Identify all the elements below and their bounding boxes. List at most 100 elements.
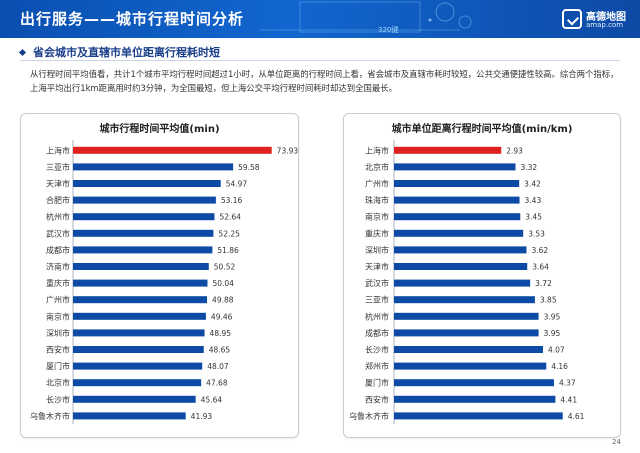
category-label: 西安市 [46,345,70,355]
value-label: 54.97 [226,180,248,189]
value-label: 50.04 [212,279,234,288]
category-label: 厦门市 [46,361,70,371]
bar [73,395,196,403]
amap-logo-icon [562,9,582,29]
bar [394,246,527,254]
category-label: 三亚市 [46,162,70,172]
value-label: 4.37 [559,379,576,388]
bar [394,395,556,403]
category-label: 北京市 [365,162,389,172]
category-label: 成都市 [46,245,70,255]
category-label: 广州市 [365,179,389,189]
value-label: 3.32 [521,163,538,172]
category-label: 南京市 [46,311,70,321]
category-label: 郑州市 [365,361,389,371]
category-label: 合肥市 [46,195,70,205]
category-label: 杭州市 [365,311,389,321]
value-label: 53.16 [221,196,243,205]
value-label: 3.53 [528,229,545,238]
category-label: 广州市 [46,295,70,305]
value-label: 3.43 [525,196,542,205]
intro-paragraph: 从行程时间平均值看，共计1个城市平均行程时间超过1小时，从单位距离的行程时间上看… [30,69,619,93]
category-label: 武汉市 [365,278,389,288]
bar [73,229,214,237]
value-label: 3.64 [532,263,549,272]
category-label: 乌鲁木齐市 [349,411,389,421]
category-label: 天津市 [46,179,70,189]
chart-panel-travel-time: 城市行程时间平均值(min) 上海市 73.93 三亚市 59.58 天津市 54.97 合… [20,113,299,438]
value-label: 3.95 [544,312,561,321]
section-heading: 省会城市及直辖市单位距离行程耗时短 [18,44,220,60]
value-label: 49.46 [211,312,233,321]
chart-title-travel-time: 城市行程时间平均值(min) [99,124,220,135]
bar [73,196,216,204]
bar [394,229,524,237]
category-label: 上海市 [46,145,70,155]
category-label: 长沙市 [46,394,70,404]
bar [394,196,520,204]
bar [394,213,521,221]
value-label: 73.93 [277,146,299,155]
bar [394,346,543,353]
value-label: 50.52 [214,263,236,272]
header-bar: 出行服务——城市行程时间分析 320键 高德地图 amap.com [0,0,640,38]
chart-panel-unit-distance: 城市单位距离行程时间平均值(min/km) 上海市 2.93 北京市 3.32 广州市 3… [343,113,621,438]
value-label: 52.64 [219,213,241,222]
header-decoration [260,1,472,33]
value-label: 48.07 [207,362,229,371]
value-label: 59.58 [238,163,260,172]
category-label: 成都市 [365,328,389,338]
page-number: 24 [612,438,621,446]
logo-name: 高德地图 [586,12,626,23]
bar [73,213,215,221]
category-label: 珠海市 [365,195,389,205]
bar [73,246,213,254]
value-label: 51.86 [217,246,239,255]
value-label: 3.95 [544,329,561,338]
value-label: 49.88 [212,296,234,305]
category-label: 重庆市 [365,228,389,238]
bar [394,379,554,387]
bar [73,296,208,304]
bar [394,312,539,320]
bar [73,379,202,387]
value-label: 48.65 [209,346,231,355]
value-label: 3.85 [540,296,557,305]
bar [73,163,234,171]
logo-url: amap.com [586,21,624,29]
bar [394,279,531,287]
page-title: 出行服务——城市行程时间分析 [20,10,245,28]
amap-logo: 高德地图 amap.com [562,7,636,33]
section-title: 省会城市及直辖市单位距离行程耗时短 [33,46,220,59]
value-label: 3.45 [525,213,542,222]
value-label: 3.62 [531,246,548,255]
value-label: 3.72 [535,279,552,288]
bar [73,312,206,320]
bar [73,346,204,353]
bar [73,412,186,420]
bar [394,362,547,370]
category-label: 南京市 [365,212,389,222]
category-label: 重庆市 [46,278,70,288]
bar [394,296,535,304]
category-label: 北京市 [46,378,70,388]
divider [20,60,620,61]
bar [73,329,205,337]
category-label: 厦门市 [365,378,389,388]
value-label: 48.95 [210,329,232,338]
value-label: 4.41 [560,395,577,404]
diamond-bullet-icon [18,48,27,56]
chart-travel-time: 上海市 73.93 三亚市 59.58 天津市 54.97 合肥市 53.16 杭州市 52.64… [30,140,299,425]
category-label: 杭州市 [46,212,70,222]
bar [394,263,528,270]
value-label: 4.61 [568,412,585,421]
category-label: 乌鲁木齐市 [30,411,70,421]
category-label: 武汉市 [46,228,70,238]
bar [394,146,502,154]
category-label: 西安市 [365,394,389,404]
chart-unit-distance: 上海市 2.93 北京市 3.32 广州市 3.42 珠海市 3.43 南京市 3.45 重庆市 3.… [349,140,585,425]
value-label: 52.25 [218,229,240,238]
category-label: 天津市 [365,262,389,272]
bar [394,163,516,171]
category-label: 长沙市 [365,345,389,355]
